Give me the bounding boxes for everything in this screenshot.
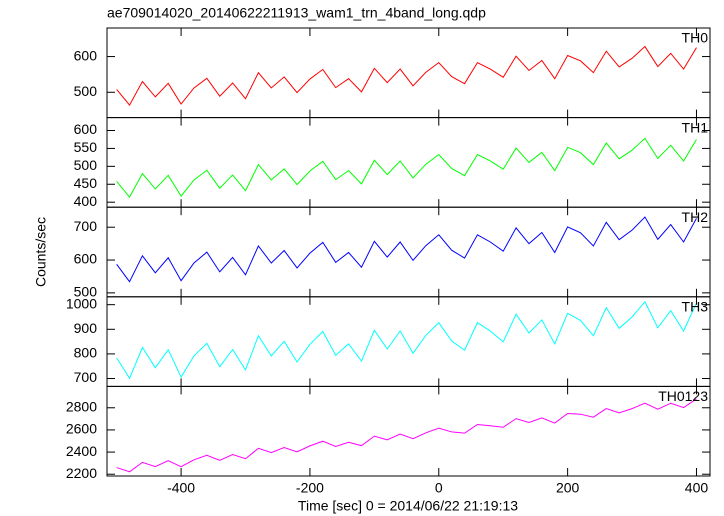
data-line	[116, 398, 697, 473]
y-tick-label: 450	[74, 175, 98, 191]
y-tick-label: 2200	[66, 465, 97, 481]
panel-frame	[106, 117, 711, 208]
y-tick-label: 2400	[66, 443, 97, 459]
y-tick-label: 600	[74, 251, 98, 267]
x-tick-label: -200	[296, 480, 324, 496]
y-tick-label: 2600	[66, 421, 97, 437]
x-tick-label: 400	[685, 480, 709, 496]
legend-label: TH0	[682, 30, 709, 46]
y-tick-label: 2800	[66, 398, 97, 414]
legend-label: TH2	[682, 209, 709, 225]
y-tick-label: 900	[74, 320, 98, 336]
legend-label: TH1	[682, 119, 709, 135]
y-tick-label: 700	[74, 218, 98, 234]
y-tick-label: 700	[74, 369, 98, 385]
y-tick-label: 1000	[66, 295, 97, 311]
y-tick-label: 500	[74, 83, 98, 99]
y-tick-label: 800	[74, 345, 98, 361]
panel-frame	[106, 296, 711, 387]
y-axis-label: Counts/sec	[33, 217, 49, 287]
panel-frame	[106, 27, 711, 119]
legend-label: TH3	[682, 299, 709, 315]
legend-label: TH0123	[658, 388, 708, 404]
data-line	[116, 137, 697, 199]
y-tick-label: 500	[74, 284, 98, 300]
y-tick-label: 500	[74, 157, 98, 173]
y-tick-label: 600	[74, 121, 98, 137]
y-tick-label: 400	[74, 193, 98, 209]
data-line	[116, 45, 697, 106]
y-tick-label: 550	[74, 139, 98, 155]
data-line	[116, 216, 697, 283]
x-tick-label: 200	[556, 480, 580, 496]
panel-frame	[106, 385, 711, 477]
data-line	[116, 300, 697, 380]
x-tick-label: -400	[167, 480, 195, 496]
panel-frame	[106, 206, 711, 298]
chart-title: ae709014020_20140622211913_wam1_trn_4ban…	[107, 5, 486, 21]
x-tick-label: 0	[435, 480, 443, 496]
y-tick-label: 600	[74, 47, 98, 63]
x-axis-label: Time [sec] 0 = 2014/06/22 21:19:13	[298, 498, 518, 514]
